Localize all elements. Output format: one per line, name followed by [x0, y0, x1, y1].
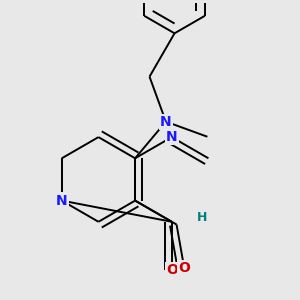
Text: N: N	[160, 115, 172, 129]
Text: O: O	[166, 262, 178, 277]
Text: H: H	[197, 211, 208, 224]
Text: O: O	[178, 261, 190, 275]
Text: N: N	[166, 130, 178, 144]
Text: N: N	[56, 194, 68, 208]
